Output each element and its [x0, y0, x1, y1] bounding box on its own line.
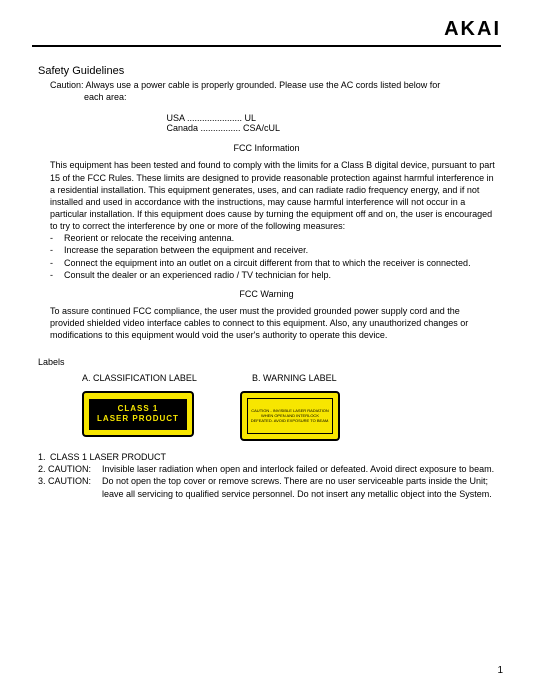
label-row: CLASS 1 LASER PRODUCT CAUTION - INVISIBL… [82, 391, 501, 441]
bullet-4-text: Consult the dealer or an experienced rad… [64, 269, 501, 281]
fcc-warning-body: To assure continued FCC compliance, the … [50, 305, 495, 341]
bullet-1: -Reorient or relocate the receiving ante… [50, 232, 501, 244]
footnote-1-text: CLASS 1 LASER PRODUCT [50, 451, 501, 463]
bullet-4: -Consult the dealer or an experienced ra… [50, 269, 501, 281]
region-row-canada: Canada ................ CSA/cUL [167, 123, 367, 133]
region-row-usa: USA ...................... UL [167, 113, 367, 123]
section-title: Safety Guidelines [38, 65, 501, 77]
label-b-title: B. WARNING LABEL [252, 373, 337, 383]
classification-label-inner: CLASS 1 LASER PRODUCT [89, 399, 187, 430]
footnote-2-text: Invisible laser radiation when open and … [102, 463, 501, 475]
bullet-2-text: Increase the separation between the equi… [64, 244, 501, 256]
footnote-2: 2. CAUTION: Invisible laser radiation wh… [38, 463, 501, 475]
label-a-title: A. CLASSIFICATION LABEL [82, 373, 252, 383]
brand-logo: AKAI [32, 18, 501, 41]
footnote-3-text: Do not open the top cover or remove scre… [102, 475, 501, 499]
label-titles: A. CLASSIFICATION LABEL B. WARNING LABEL [82, 373, 501, 383]
bullet-1-text: Reorient or relocate the receiving anten… [64, 232, 501, 244]
fcc-bullets: -Reorient or relocate the receiving ante… [50, 232, 501, 281]
caution-text-1: Always use a power cable is properly gro… [86, 80, 441, 90]
header-rule [32, 45, 501, 47]
class-label-line1: CLASS 1 [97, 404, 179, 414]
bullet-2: -Increase the separation between the equ… [50, 244, 501, 256]
caution-line: Caution: Always use a power cable is pro… [50, 80, 501, 92]
footnote-2-num: 2. CAUTION: [38, 463, 102, 475]
warning-label-inner: CAUTION - INVISIBLE LASER RADIATION WHEN… [247, 398, 333, 434]
footnote-3: 3. CAUTION: Do not open the top cover or… [38, 475, 501, 499]
bullet-3: -Connect the equipment into an outlet on… [50, 257, 501, 269]
footnotes: 1. CLASS 1 LASER PRODUCT 2. CAUTION: Inv… [38, 451, 501, 500]
fcc-info-body: This equipment has been tested and found… [50, 159, 495, 232]
classification-label: CLASS 1 LASER PRODUCT [82, 391, 194, 437]
class-label-line2: LASER PRODUCT [97, 414, 179, 424]
warning-label: CAUTION - INVISIBLE LASER RADIATION WHEN… [240, 391, 340, 441]
footnote-3-num: 3. CAUTION: [38, 475, 102, 499]
bullet-3-text: Connect the equipment into an outlet on … [64, 257, 501, 269]
fcc-info-heading: FCC Information [32, 143, 501, 153]
caution-text-2: each area: [84, 92, 501, 104]
region-table: USA ...................... UL Canada ...… [167, 113, 367, 133]
fcc-warning-heading: FCC Warning [32, 289, 501, 299]
footnote-1: 1. CLASS 1 LASER PRODUCT [38, 451, 501, 463]
labels-heading: Labels [38, 357, 501, 367]
footnote-1-num: 1. [38, 451, 50, 463]
caution-label: Caution: [50, 80, 84, 90]
page-number: 1 [497, 665, 503, 676]
